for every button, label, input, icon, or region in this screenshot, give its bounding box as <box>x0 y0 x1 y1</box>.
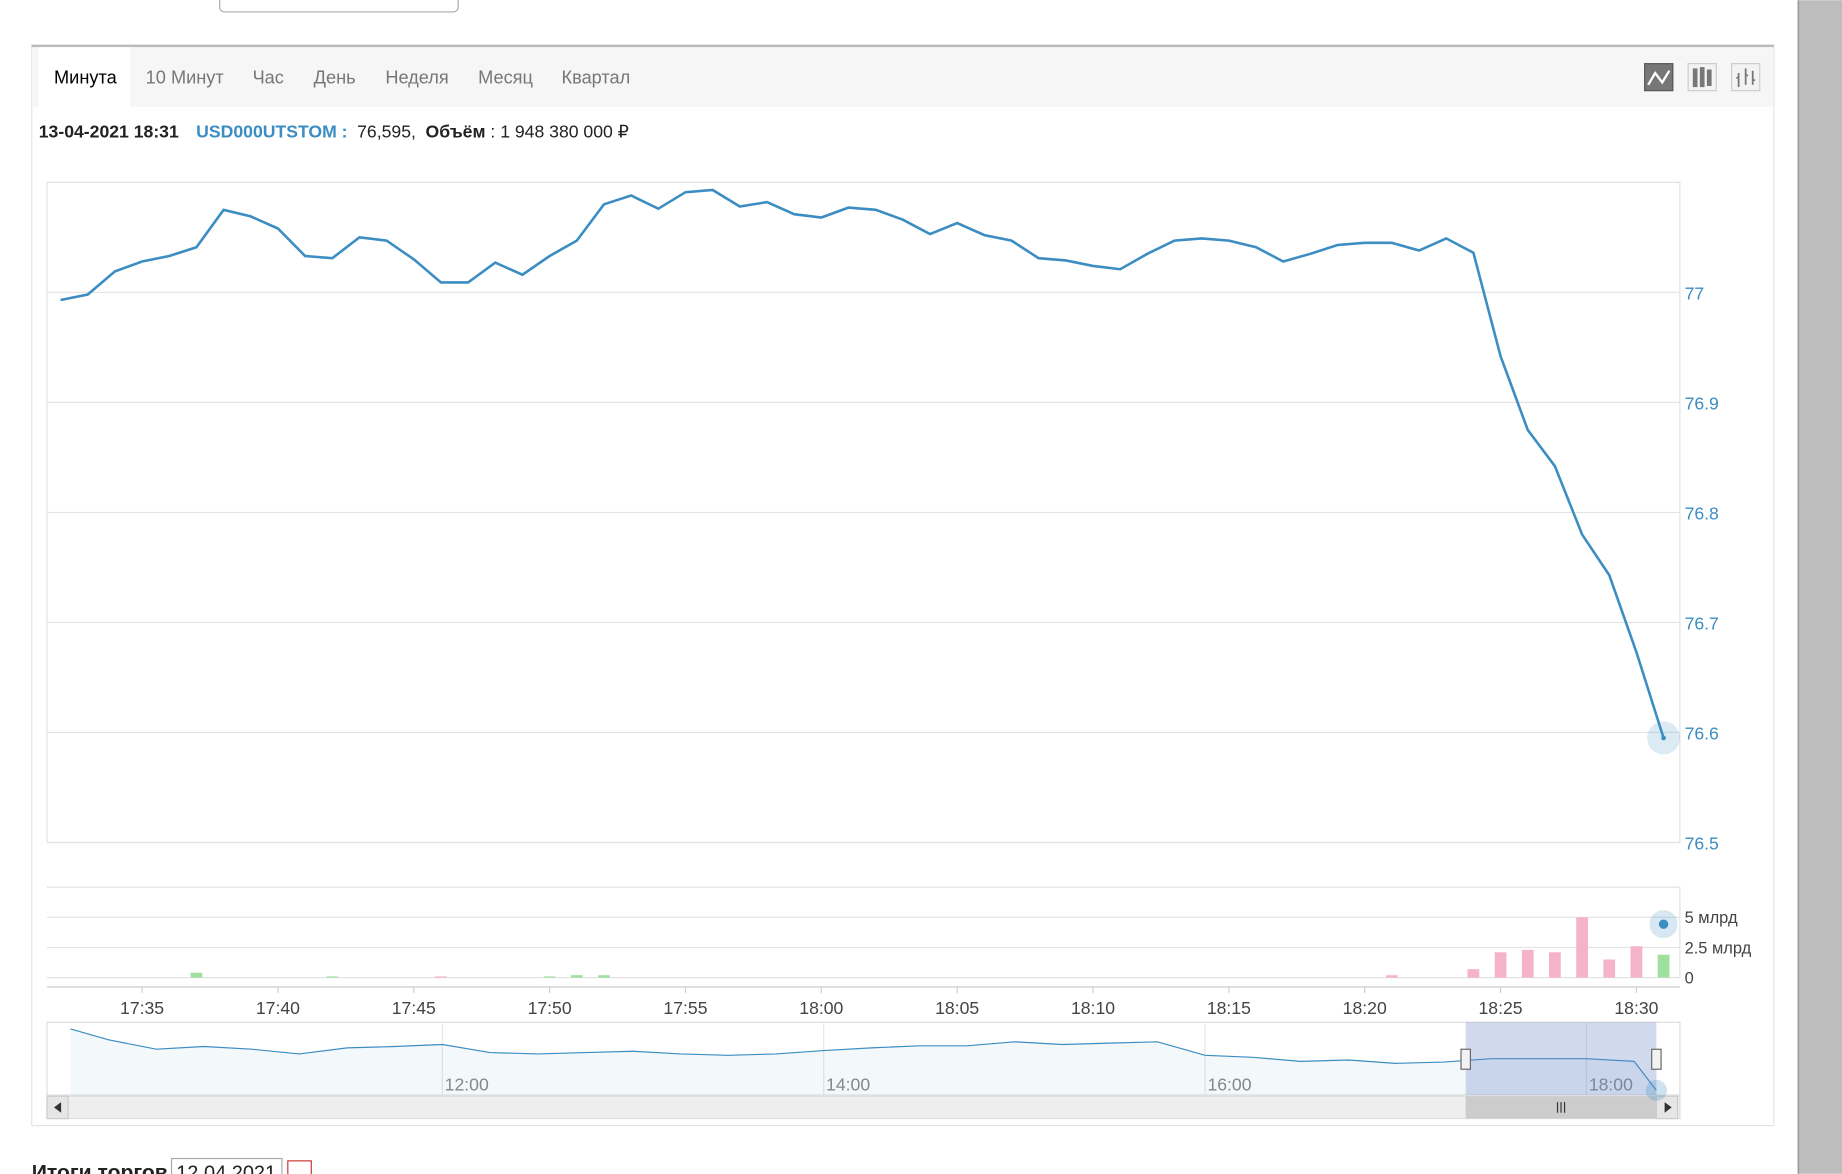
price: 76,595, <box>357 122 416 142</box>
volume-bar <box>1386 975 1398 978</box>
x-tick-label: 18:00 <box>799 998 843 1018</box>
x-tick-label: 17:50 <box>528 998 572 1018</box>
panel <box>31 44 1775 1127</box>
volume-bar <box>1630 946 1643 978</box>
y-tick-label: 77 <box>1685 283 1705 303</box>
grip <box>1556 1102 1566 1113</box>
y-tick-label: 76.8 <box>1685 503 1719 523</box>
x-tick-label: 17:40 <box>256 998 300 1018</box>
arrow <box>54 1102 62 1113</box>
selection <box>1465 1022 1657 1096</box>
volume-bar <box>1657 954 1670 978</box>
x-tick-label: 18:15 <box>1207 998 1251 1018</box>
tab[interactable]: Месяц <box>478 68 533 88</box>
icon <box>1647 70 1671 86</box>
calendar-icon[interactable] <box>287 1160 312 1174</box>
last-point <box>1661 735 1666 741</box>
y-tick-label: 76.6 <box>1685 724 1719 744</box>
volume-bar <box>598 975 610 978</box>
icon <box>1736 68 1756 88</box>
tab[interactable]: Час <box>253 68 284 88</box>
navigator-tick-label: 16:00 <box>1207 1074 1251 1094</box>
active-tab[interactable] <box>38 47 131 108</box>
charts: 76.5 76.6 76.7 76.8 76.9 77 0 2.5 млрд 5 млрд 17:… <box>46 181 1752 1120</box>
cut-button[interactable] <box>219 0 459 13</box>
y-tick-label: 2.5 млрд <box>1685 939 1752 957</box>
navigator-line <box>70 1028 1657 1091</box>
x-tick-label: 18:30 <box>1614 998 1658 1018</box>
scrollbar-track <box>1797 0 1842 1174</box>
y-tick-label: 76.5 <box>1685 834 1719 854</box>
navigator-end <box>1645 1079 1667 1101</box>
datetime: 13-04-2021 18:31 <box>39 122 179 142</box>
volume-bar <box>190 972 203 978</box>
last-bar-dot <box>1658 919 1669 929</box>
x-tick-label: 18:05 <box>935 998 979 1018</box>
volume-label: Объём <box>426 122 486 142</box>
tab-bar <box>32 47 1773 108</box>
volume-bar <box>570 975 583 978</box>
arrow <box>1664 1102 1672 1113</box>
volume-bar <box>1549 952 1561 978</box>
price-line <box>60 188 1665 739</box>
y-tick-label: 5 млрд <box>1685 909 1738 927</box>
navigator-tick-label: 14:00 <box>826 1074 870 1094</box>
volume-bar <box>1521 949 1534 978</box>
x-tick-label: 18:20 <box>1343 998 1387 1018</box>
ticker: USD000UTSTOM : <box>196 122 347 142</box>
volume-bar <box>1494 952 1507 978</box>
volume-bar <box>543 976 556 978</box>
date-value: 12.04.2021 <box>176 1163 276 1174</box>
y-tick-label: 0 <box>1685 969 1694 987</box>
x-tick-label: 18:10 <box>1071 998 1115 1018</box>
footer-title: Итоги торгов <box>32 1162 168 1174</box>
tab[interactable]: Квартал <box>562 68 631 88</box>
x-tick-label: 18:25 <box>1479 998 1523 1018</box>
navigator-frame <box>46 1021 1681 1096</box>
y-tick-label: 76.9 <box>1685 393 1719 413</box>
date-input[interactable] <box>170 1157 283 1174</box>
tab[interactable]: 10 Минут <box>146 68 225 88</box>
scrollbar <box>46 1095 1681 1120</box>
x-tick-label: 17:55 <box>663 998 707 1018</box>
selection-handle[interactable] <box>1460 1048 1471 1070</box>
tabs: Минута 10 Минут Час День Неделя Месяц Квартал <box>54 68 630 88</box>
x-tick-label: 17:35 <box>120 998 164 1018</box>
navigator-tick-label: 12:00 <box>445 1074 489 1094</box>
navigator-tick-label: 18:00 <box>1589 1074 1633 1094</box>
volume-bar <box>1467 969 1480 978</box>
y-tick-label: 76.7 <box>1685 613 1719 633</box>
volume-bar <box>326 976 339 978</box>
volume-bar <box>435 976 447 978</box>
info-line: 13-04-2021 18:31 USD000UTSTOM : 76,595, … <box>39 122 629 142</box>
tab[interactable]: Минута <box>54 68 118 88</box>
navigator-area <box>70 1028 1657 1096</box>
tab[interactable]: День <box>314 68 356 88</box>
selection-handle[interactable] <box>1651 1048 1662 1070</box>
x-tick-label: 17:45 <box>392 998 436 1018</box>
icon <box>1692 67 1712 88</box>
tab[interactable]: Неделя <box>385 68 448 88</box>
volume: : 1 948 380 000 ₽ <box>490 122 629 142</box>
volume-bar <box>1603 959 1616 978</box>
volume-bar <box>1576 917 1588 978</box>
